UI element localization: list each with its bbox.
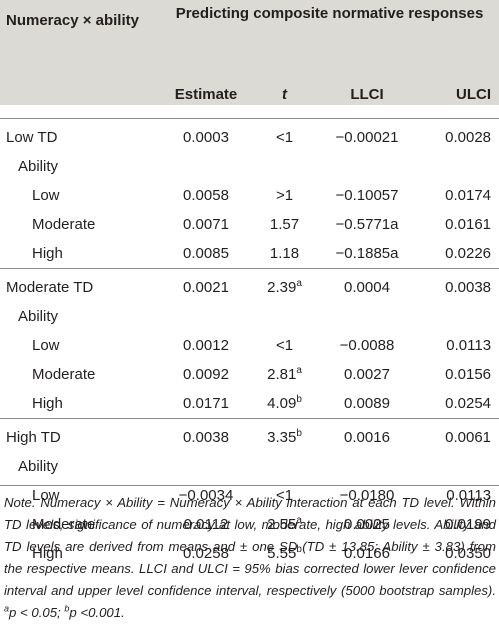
cell-ulci: 0.0174 [445, 187, 492, 204]
cell-t: <1 [275, 337, 294, 354]
cell-llci: −0.0180 [339, 487, 395, 504]
cell-ulci: 0.0161 [445, 216, 492, 233]
table-row: Low 0.0012 <1 −0.0088 0.0113 [0, 331, 499, 360]
cell-llci: 0.0027 [344, 366, 390, 383]
cell-estimate: 0.0021 [160, 268, 252, 302]
table-row: High 0.0085 1.18 −0.1885a 0.0226 [0, 239, 499, 269]
cell-llci: −0.5771a [335, 216, 399, 233]
row-label: Moderate [32, 216, 96, 233]
cell-llci: 0.0016 [317, 418, 417, 452]
cell-estimate: 0.0038 [160, 418, 252, 452]
span-header: Predicting composite normative responses [175, 5, 484, 22]
column-header-estimate: Estimate [174, 86, 238, 103]
cell-ulci: 0.0061 [417, 418, 499, 452]
subgroup-label: Ability [18, 308, 59, 325]
cell-estimate: 0.0092 [183, 366, 229, 383]
row-label: Low [32, 337, 60, 354]
table-header-background [0, 0, 499, 105]
row-label: High [32, 545, 63, 562]
corner-header: Numeracy × ability [6, 12, 139, 29]
cell-t: 5.55b [267, 544, 302, 563]
cell-t: 2.81a [267, 365, 302, 384]
cell-estimate: 0.0058 [183, 187, 229, 204]
group-label: Moderate TD [0, 268, 160, 302]
cell-ulci: 0.0350 [445, 545, 492, 562]
cell-ulci: 0.0156 [445, 366, 492, 383]
cell-t: <1 [275, 487, 294, 504]
group-label: Low TD [0, 118, 160, 152]
cell-t: 3.35b [252, 418, 317, 452]
cell-estimate: 0.0071 [183, 216, 229, 233]
table-row: High 0.0171 4.09b 0.0089 0.0254 [0, 389, 499, 419]
group-label: High TD [0, 418, 160, 452]
column-header-t: t [282, 86, 287, 103]
table-row: Ability [0, 452, 499, 481]
table-row: Low TD 0.0003 <1 −0.00021 0.0028 [0, 118, 499, 152]
row-label: High [32, 245, 63, 262]
table-row: Ability [0, 152, 499, 181]
cell-llci: 0.0089 [344, 395, 390, 412]
cell-t: 1.18 [269, 245, 300, 262]
table-note: Note. Numeracy × Ability = Numeracy × Ab… [4, 495, 496, 620]
table-row: Moderate 0.0092 2.81a 0.0027 0.0156 [0, 360, 499, 389]
cell-ulci: 0.0113 [446, 487, 492, 504]
cell-t: 2.55a [267, 515, 302, 534]
subgroup-label: Ability [18, 158, 59, 175]
cell-t: 2.39a [252, 268, 317, 302]
cell-estimate: 0.0012 [183, 337, 229, 354]
row-label: High [32, 395, 63, 412]
row-label: Low [32, 187, 60, 204]
table-row: High TD 0.0038 3.35b 0.0016 0.0061 [0, 418, 499, 452]
cell-estimate: 0.0258 [183, 545, 229, 562]
cell-estimate: −0.0034 [178, 487, 234, 504]
cell-ulci: 0.0226 [445, 245, 492, 262]
cell-ulci: 0.0199 [445, 516, 492, 533]
column-header-ulci: ULCI [456, 86, 492, 103]
table-row: Low 0.0058 >1 −0.10057 0.0174 [0, 181, 499, 210]
cell-estimate: 0.0003 [160, 118, 252, 152]
cell-estimate: 0.0171 [183, 395, 229, 412]
cell-ulci: 0.0028 [417, 118, 499, 152]
cell-t: 4.09b [267, 394, 302, 413]
cell-llci: 0.0004 [317, 268, 417, 302]
table-row: High 0.0258 5.55b 0.0166 0.0350 [0, 539, 499, 568]
row-label: Moderate [32, 516, 96, 533]
column-header-llci: LLCI [350, 86, 384, 103]
cell-t: <1 [252, 118, 317, 152]
cell-llci: −0.0088 [339, 337, 395, 354]
cell-llci: 0.0166 [344, 545, 390, 562]
table-body: Low TD 0.0003 <1 −0.00021 0.0028 Ability… [0, 118, 499, 569]
table-row: Ability [0, 302, 499, 331]
table-row: Low −0.0034 <1 −0.0180 0.0113 [0, 481, 499, 510]
cell-t: >1 [275, 187, 294, 204]
results-table: Numeracy × ability Predicting composite … [0, 5, 499, 569]
cell-llci: −0.1885a [335, 245, 399, 262]
cell-t: 1.57 [269, 216, 300, 233]
cell-ulci: 0.0254 [445, 395, 492, 412]
cell-llci: 0.0025 [344, 516, 390, 533]
row-label: Moderate [32, 366, 96, 383]
subgroup-label: Ability [18, 458, 59, 475]
row-label: Low [32, 487, 60, 504]
cell-estimate: 0.0112 [183, 516, 229, 533]
table-row: Moderate 0.0071 1.57 −0.5771a 0.0161 [0, 210, 499, 239]
table-row: Moderate TD 0.0021 2.39a 0.0004 0.0038 [0, 268, 499, 302]
cell-ulci: 0.0038 [417, 268, 499, 302]
cell-estimate: 0.0085 [183, 245, 229, 262]
note-divider [0, 485, 499, 486]
cell-llci: −0.10057 [335, 187, 399, 204]
cell-ulci: 0.0113 [446, 337, 492, 354]
cell-llci: −0.00021 [317, 118, 417, 152]
table-row: Moderate 0.0112 2.55a 0.0025 0.0199 [0, 510, 499, 539]
